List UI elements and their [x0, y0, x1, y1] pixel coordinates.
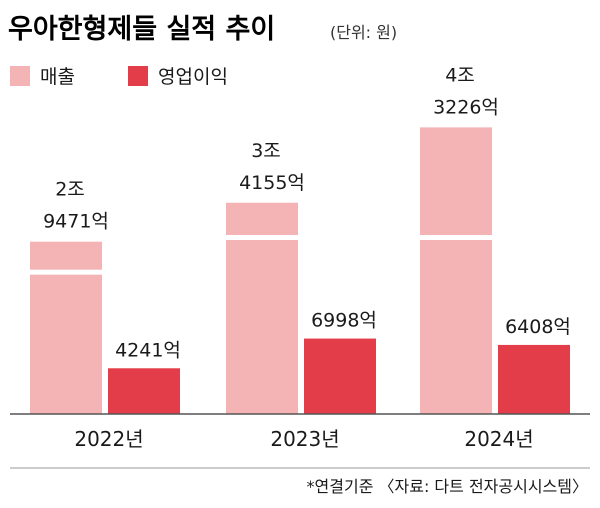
legend-swatch-revenue	[10, 66, 30, 86]
axis-break-revenue-1	[225, 235, 299, 240]
data-label-revenue-0-billion: 9471억	[43, 211, 109, 233]
bar-operating-profit-2	[498, 344, 570, 414]
bars-layer	[29, 127, 570, 414]
bar-revenue-0	[30, 241, 102, 414]
data-label-revenue-2-trillion: 4조	[445, 64, 475, 86]
bar-operating-profit-1	[304, 338, 376, 414]
x-tick-label-2: 2024년	[464, 427, 533, 451]
data-label-operating-profit-1: 6998억	[311, 310, 377, 332]
legend-label-operating-profit: 영업이익	[158, 66, 228, 88]
data-label-revenue-1-trillion: 3조	[251, 140, 281, 162]
chart-unit: (단위: 원)	[330, 23, 397, 42]
labels-layer: 2조 9471억 4241억 3조 4155억 6998억 4조 3226억 6408억	[43, 64, 571, 361]
chart-title: 우아한형제들 실적 추이	[8, 14, 275, 45]
data-label-operating-profit-0: 4241억	[115, 339, 181, 361]
legend-label-revenue: 매출	[40, 66, 75, 88]
x-tick-label-1: 2023년	[270, 427, 339, 451]
bar-revenue-1	[226, 202, 298, 414]
data-label-revenue-0-trillion: 2조	[55, 179, 85, 201]
data-label-revenue-2-billion: 3226억	[433, 96, 499, 118]
data-label-revenue-1-billion: 4155억	[239, 172, 305, 194]
data-label-operating-profit-2: 6408억	[505, 316, 571, 338]
chart-footnote: *연결기준 〈자료: 다트 전자공시시스템〉	[307, 477, 588, 496]
x-tick-label-0: 2022년	[74, 427, 143, 451]
bar-operating-profit-0	[108, 368, 180, 414]
x-tick-labels: 2022년 2023년 2024년	[74, 427, 533, 451]
bar-revenue-2	[420, 127, 492, 414]
legend-swatch-operating-profit	[128, 66, 148, 86]
axis-break-revenue-0	[29, 269, 103, 275]
axis-break-revenue-2	[419, 235, 493, 240]
